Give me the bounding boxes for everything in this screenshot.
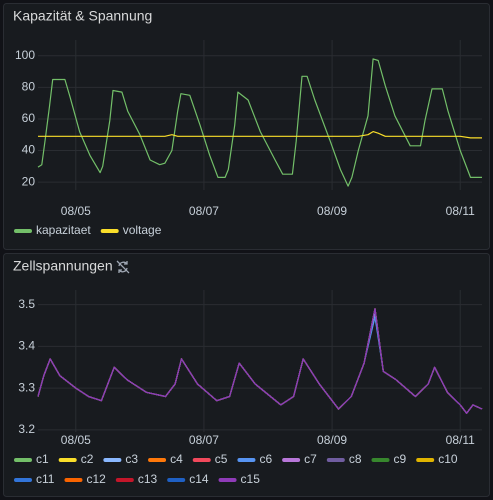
legend-label: c7 [304,452,317,466]
panel [3,3,490,250]
x-tick-label: 08/07 [189,204,219,218]
panel-title: Zellspannungen [13,258,113,274]
legend-item[interactable]: c10 [416,452,458,466]
legend-label: c3 [125,452,138,466]
legend-item[interactable]: c11 [14,472,55,486]
legend-item[interactable]: c8 [326,452,362,466]
legend-item[interactable]: c5 [192,452,228,466]
no-refresh-icon[interactable] [116,260,130,274]
y-tick-label: 100 [15,48,35,62]
y-tick-label: 40 [22,143,36,157]
x-tick-label: 08/05 [61,433,91,447]
legend-item[interactable]: c2 [58,452,94,466]
legend-label: c1 [36,452,49,466]
legend-label: c13 [138,472,158,486]
panel-title: Kapazität & Spannung [13,8,152,24]
legend-label: c4 [170,452,183,466]
legend-item[interactable]: c12 [64,472,106,486]
series-line [37,308,483,414]
legend-item[interactable]: c4 [148,452,183,466]
legend-label: c11 [36,472,55,486]
series-line [38,131,482,139]
series-line [37,58,482,187]
legend-label: c5 [215,452,228,466]
legend-item[interactable]: voltage [100,223,162,237]
legend-label: c9 [394,452,407,466]
icon-arrows [118,261,128,273]
legend-item[interactable]: c15 [218,472,261,486]
y-tick-label: 20 [22,174,36,188]
legend-label: kapazitaet [36,223,91,237]
legend-item[interactable]: c1 [14,452,49,466]
y-tick-label: 3.4 [18,339,35,353]
legend-label: c14 [189,472,209,486]
x-tick-label: 08/05 [61,204,91,218]
legend-item[interactable]: c9 [371,452,407,466]
y-tick-label: 80 [22,80,36,94]
x-tick-label: 08/09 [317,204,347,218]
legend-item[interactable]: c7 [282,452,317,466]
x-tick-label: 08/11 [446,433,475,447]
legend-label: c8 [349,452,362,466]
legend-item[interactable]: c13 [115,472,158,486]
y-tick-label: 3.2 [18,422,35,436]
panel [3,253,490,497]
y-tick-label: 60 [22,111,36,125]
y-tick-label: 3.5 [18,297,35,311]
legend-label: voltage [123,223,162,237]
icon-slash [116,260,130,274]
legend-item[interactable]: kapazitaet [14,223,91,237]
legend-item[interactable]: c14 [167,472,209,486]
legend-label: c2 [81,452,94,466]
legend-label: c12 [86,472,106,486]
legend-item[interactable]: c3 [103,452,138,466]
legend-label: c6 [259,452,272,466]
legend-item[interactable]: c6 [237,452,272,466]
y-tick-label: 3.3 [18,380,35,394]
x-tick-label: 08/07 [189,433,219,447]
x-tick-label: 08/09 [317,433,347,447]
legend-label: c10 [438,452,458,466]
x-tick-label: 08/11 [446,204,475,218]
legend-label: c15 [241,472,261,486]
